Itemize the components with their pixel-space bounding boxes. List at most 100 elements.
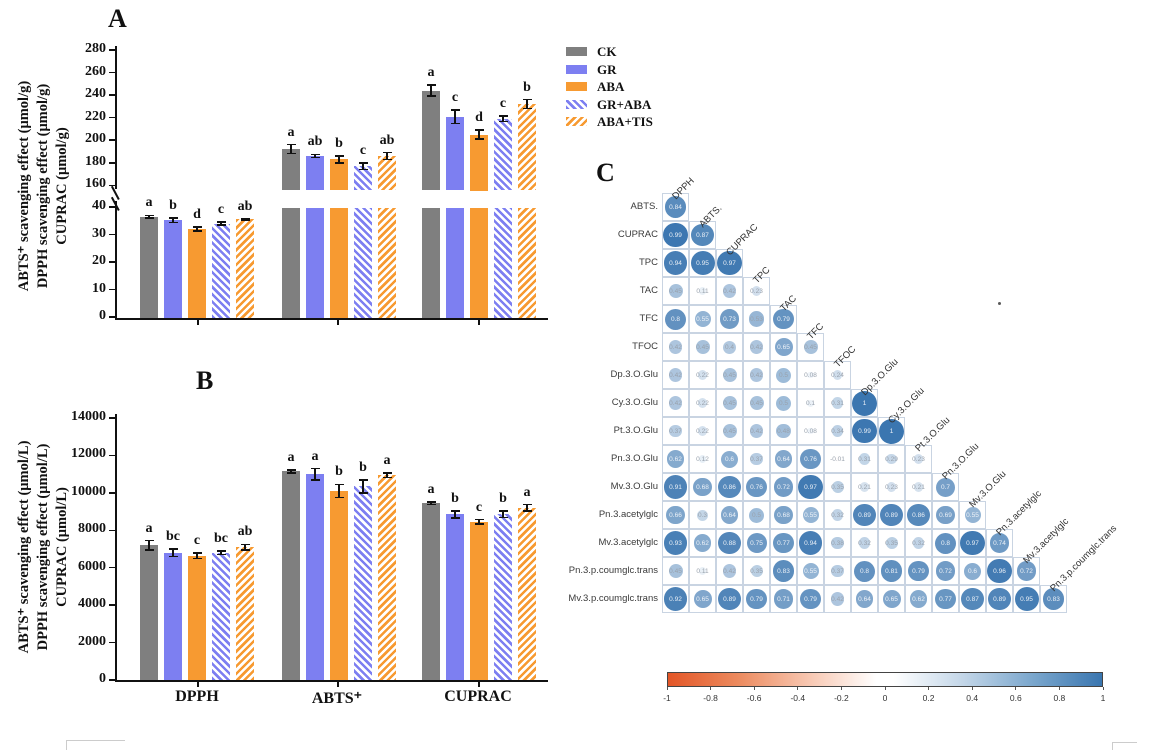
corr-cell [851,389,878,417]
corr-cell [797,417,824,445]
corr-cell [851,473,878,501]
error-bar-cap-top [498,510,508,512]
y-tick-label: 0 [99,671,106,686]
corr-circle [746,588,767,610]
error-bar-cap-top [310,153,320,156]
corr-value: 0.71 [777,595,790,603]
error-bar-cap-bottom [144,217,154,219]
bar-CK-2 [422,503,440,680]
corr-circle [773,589,794,609]
corr-cell [716,333,743,361]
error-bar-cap-top [450,510,460,512]
corr-cell [743,417,770,445]
bar-GR+ABA-1-upper [354,166,372,191]
corr-value: 0.45 [669,567,682,575]
corr-value: 0.94 [804,539,817,547]
error-bar-cap-top [286,469,296,471]
error-bar-line [526,99,528,109]
corr-circle [831,509,844,521]
error-bar-cap-top [382,151,392,154]
col-label-Pn.3.O.Glu: Pn.3.O.Glu [940,440,982,482]
corr-value: 0.66 [669,511,682,519]
corr-cell [770,585,797,613]
corr-circle [664,196,687,218]
colorbar-tick-label: 0.4 [966,693,979,703]
error-bar-cap-top [216,550,226,552]
y-tick-mark [109,49,115,51]
corr-value: 0.65 [777,343,790,351]
y-axis-upper-segment [115,46,117,189]
corr-circle [693,534,712,552]
corr-value: 1 [889,427,894,435]
col-label-Cy.3.O.Glu: Cy.3.O.Glu [886,385,927,426]
corr-cell [824,529,851,557]
corr-cell [716,305,743,333]
corr-cell [743,445,770,473]
corr-cell [878,501,905,529]
corr-cell [716,585,743,613]
corr-value: 0.89 [993,595,1006,603]
colorbar-tick-label: -1 [663,693,671,703]
colorbar-tick-label: 0.2 [922,693,935,703]
y-tick-mark [109,316,115,318]
corr-value: 0.45 [669,287,682,295]
error-bar-cap-top [522,503,532,506]
corr-value: 0.22 [696,427,709,435]
corr-cell [689,249,716,277]
sig-letter: d [475,110,483,126]
error-bar-cap-bottom [426,95,436,97]
corr-circle [663,475,688,499]
panel-b-y-axis-label: ABTS⁺ scavenging effect (μmol/L) DPPH sc… [15,382,73,712]
corr-cell [824,389,851,417]
error-bar-line [526,504,528,512]
corr-circle [935,561,956,581]
y-tick-mark [109,94,115,96]
y-tick-label: 0 [99,308,106,323]
error-bar-cap-bottom [286,152,296,155]
panel-b-y-axis-label-line3: CUPRAC (μmol/L) [54,487,70,607]
colorbar-tick-mark [710,687,712,690]
corr-cell [689,529,716,557]
corr-value: 0.42 [750,427,763,435]
corr-cell [824,585,851,613]
corr-cell [662,361,689,389]
corr-value: 0.65 [696,595,709,603]
y-tick-mark [109,261,115,263]
y-tick-mark [109,566,115,569]
corr-value: 0.93 [669,539,682,547]
corr-value: 0.79 [912,567,925,575]
bar-GR-2-lower [446,208,464,318]
corr-value: 0.48 [777,427,790,435]
corr-cell [662,193,689,221]
sig-letter: b [523,79,531,95]
corr-cell [770,361,797,389]
y-tick-label: 200 [85,131,106,147]
corr-circle [774,338,793,356]
error-bar-line [196,226,198,232]
corr-cell [662,305,689,333]
corr-circle [773,308,794,330]
panel-b-y-axis-label-line1: ABTS⁺ scavenging effect (μmol/L) [16,440,32,654]
error-bar-line [338,484,340,498]
error-bar-cap-bottom [144,549,154,551]
corr-circle [834,456,841,462]
colorbar-tick-mark [1015,687,1017,690]
stray-dot-artifact [998,302,1001,305]
corr-value: 0.73 [723,315,736,323]
bar-GR-0 [164,220,182,318]
error-bar-cap-top [168,548,178,550]
corr-cell [851,501,878,529]
corr-circle [802,507,819,523]
legend-swatch-CK [566,47,587,56]
corr-circle [749,368,764,382]
corr-circle [831,425,844,437]
row-label-CUPRAC: CUPRAC [617,229,658,240]
corr-circle [831,536,844,550]
corr-value: 0.5 [778,371,789,379]
sig-letter: b [359,459,367,475]
error-bar-line [148,215,150,218]
colorbar-tick-mark [928,687,930,690]
corr-circle [668,396,683,410]
bar-CK-2-lower [422,208,440,318]
corr-value: 1 [862,399,867,407]
